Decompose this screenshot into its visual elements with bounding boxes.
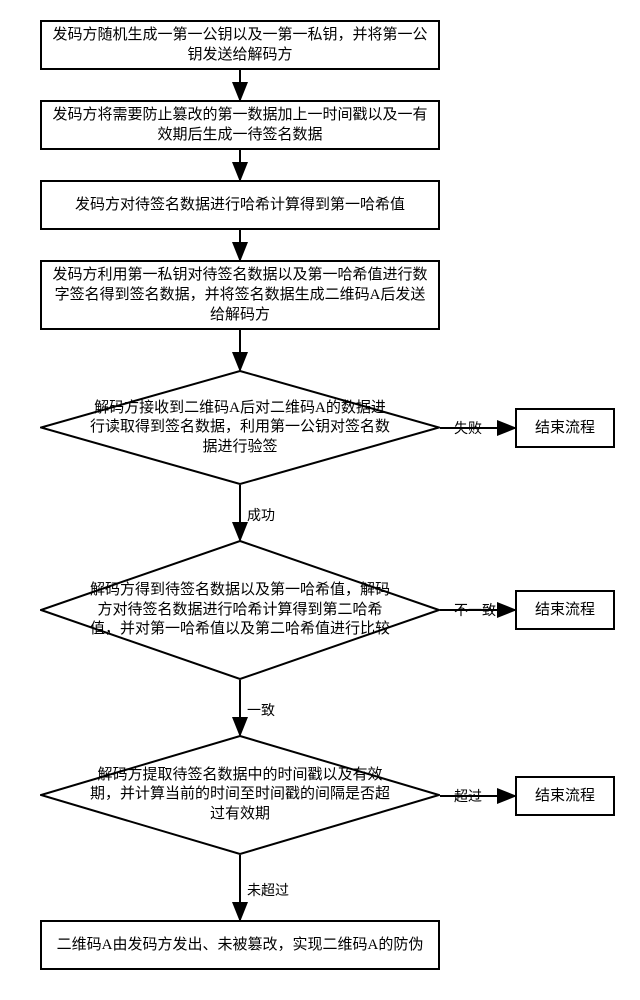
- box-text: 发码方对待签名数据进行哈希计算得到第一哈希值: [75, 195, 405, 215]
- box-text: 发码方利用第一私钥对待签名数据以及第一哈希值进行数字签名得到签名数据，并将签名数…: [52, 265, 428, 326]
- edge-label-neq: 不一致: [452, 600, 498, 620]
- box-text: 结束流程: [535, 600, 595, 620]
- edge-label-succ: 成功: [245, 505, 277, 525]
- process-box-s8: 二维码A由发码方发出、未被篡改，实现二维码A的防伪: [40, 920, 440, 970]
- edge-label-notover: 未超过: [245, 880, 291, 900]
- decision-text-d3: 解码方提取待签名数据中的时间戳以及有效期，并计算当前的时间至时间戳的间隔是否超过…: [90, 755, 390, 835]
- box-text: 发码方将需要防止篡改的第一数据加上一时间戳以及一有效期后生成一待签名数据: [52, 105, 428, 146]
- box-text: 结束流程: [535, 418, 595, 438]
- edge-label-fail: 失败: [452, 418, 484, 438]
- box-text: 发码方随机生成一第一公钥以及一第一私钥，并将第一公钥发送给解码方: [52, 25, 428, 66]
- process-box-s2: 发码方将需要防止篡改的第一数据加上一时间戳以及一有效期后生成一待签名数据: [40, 100, 440, 150]
- process-box-s4: 发码方利用第一私钥对待签名数据以及第一哈希值进行数字签名得到签名数据，并将签名数…: [40, 260, 440, 330]
- edge-label-eq: 一致: [245, 700, 277, 720]
- decision-text-d1: 解码方接收到二维码A后对二维码A的数据进行读取得到签名数据，利用第一公钥对签名数…: [90, 388, 390, 468]
- edge-label-over: 超过: [452, 786, 484, 806]
- box-text: 结束流程: [535, 786, 595, 806]
- decision-text-d2: 解码方得到待签名数据以及第一哈希值，解码方对待签名数据进行哈希计算得到第二哈希值…: [90, 563, 390, 658]
- process-box-end1: 结束流程: [515, 408, 615, 448]
- process-box-s3: 发码方对待签名数据进行哈希计算得到第一哈希值: [40, 180, 440, 230]
- process-box-s1: 发码方随机生成一第一公钥以及一第一私钥，并将第一公钥发送给解码方: [40, 20, 440, 70]
- process-box-end3: 结束流程: [515, 776, 615, 816]
- box-text: 二维码A由发码方发出、未被篡改，实现二维码A的防伪: [57, 935, 424, 955]
- process-box-end2: 结束流程: [515, 590, 615, 630]
